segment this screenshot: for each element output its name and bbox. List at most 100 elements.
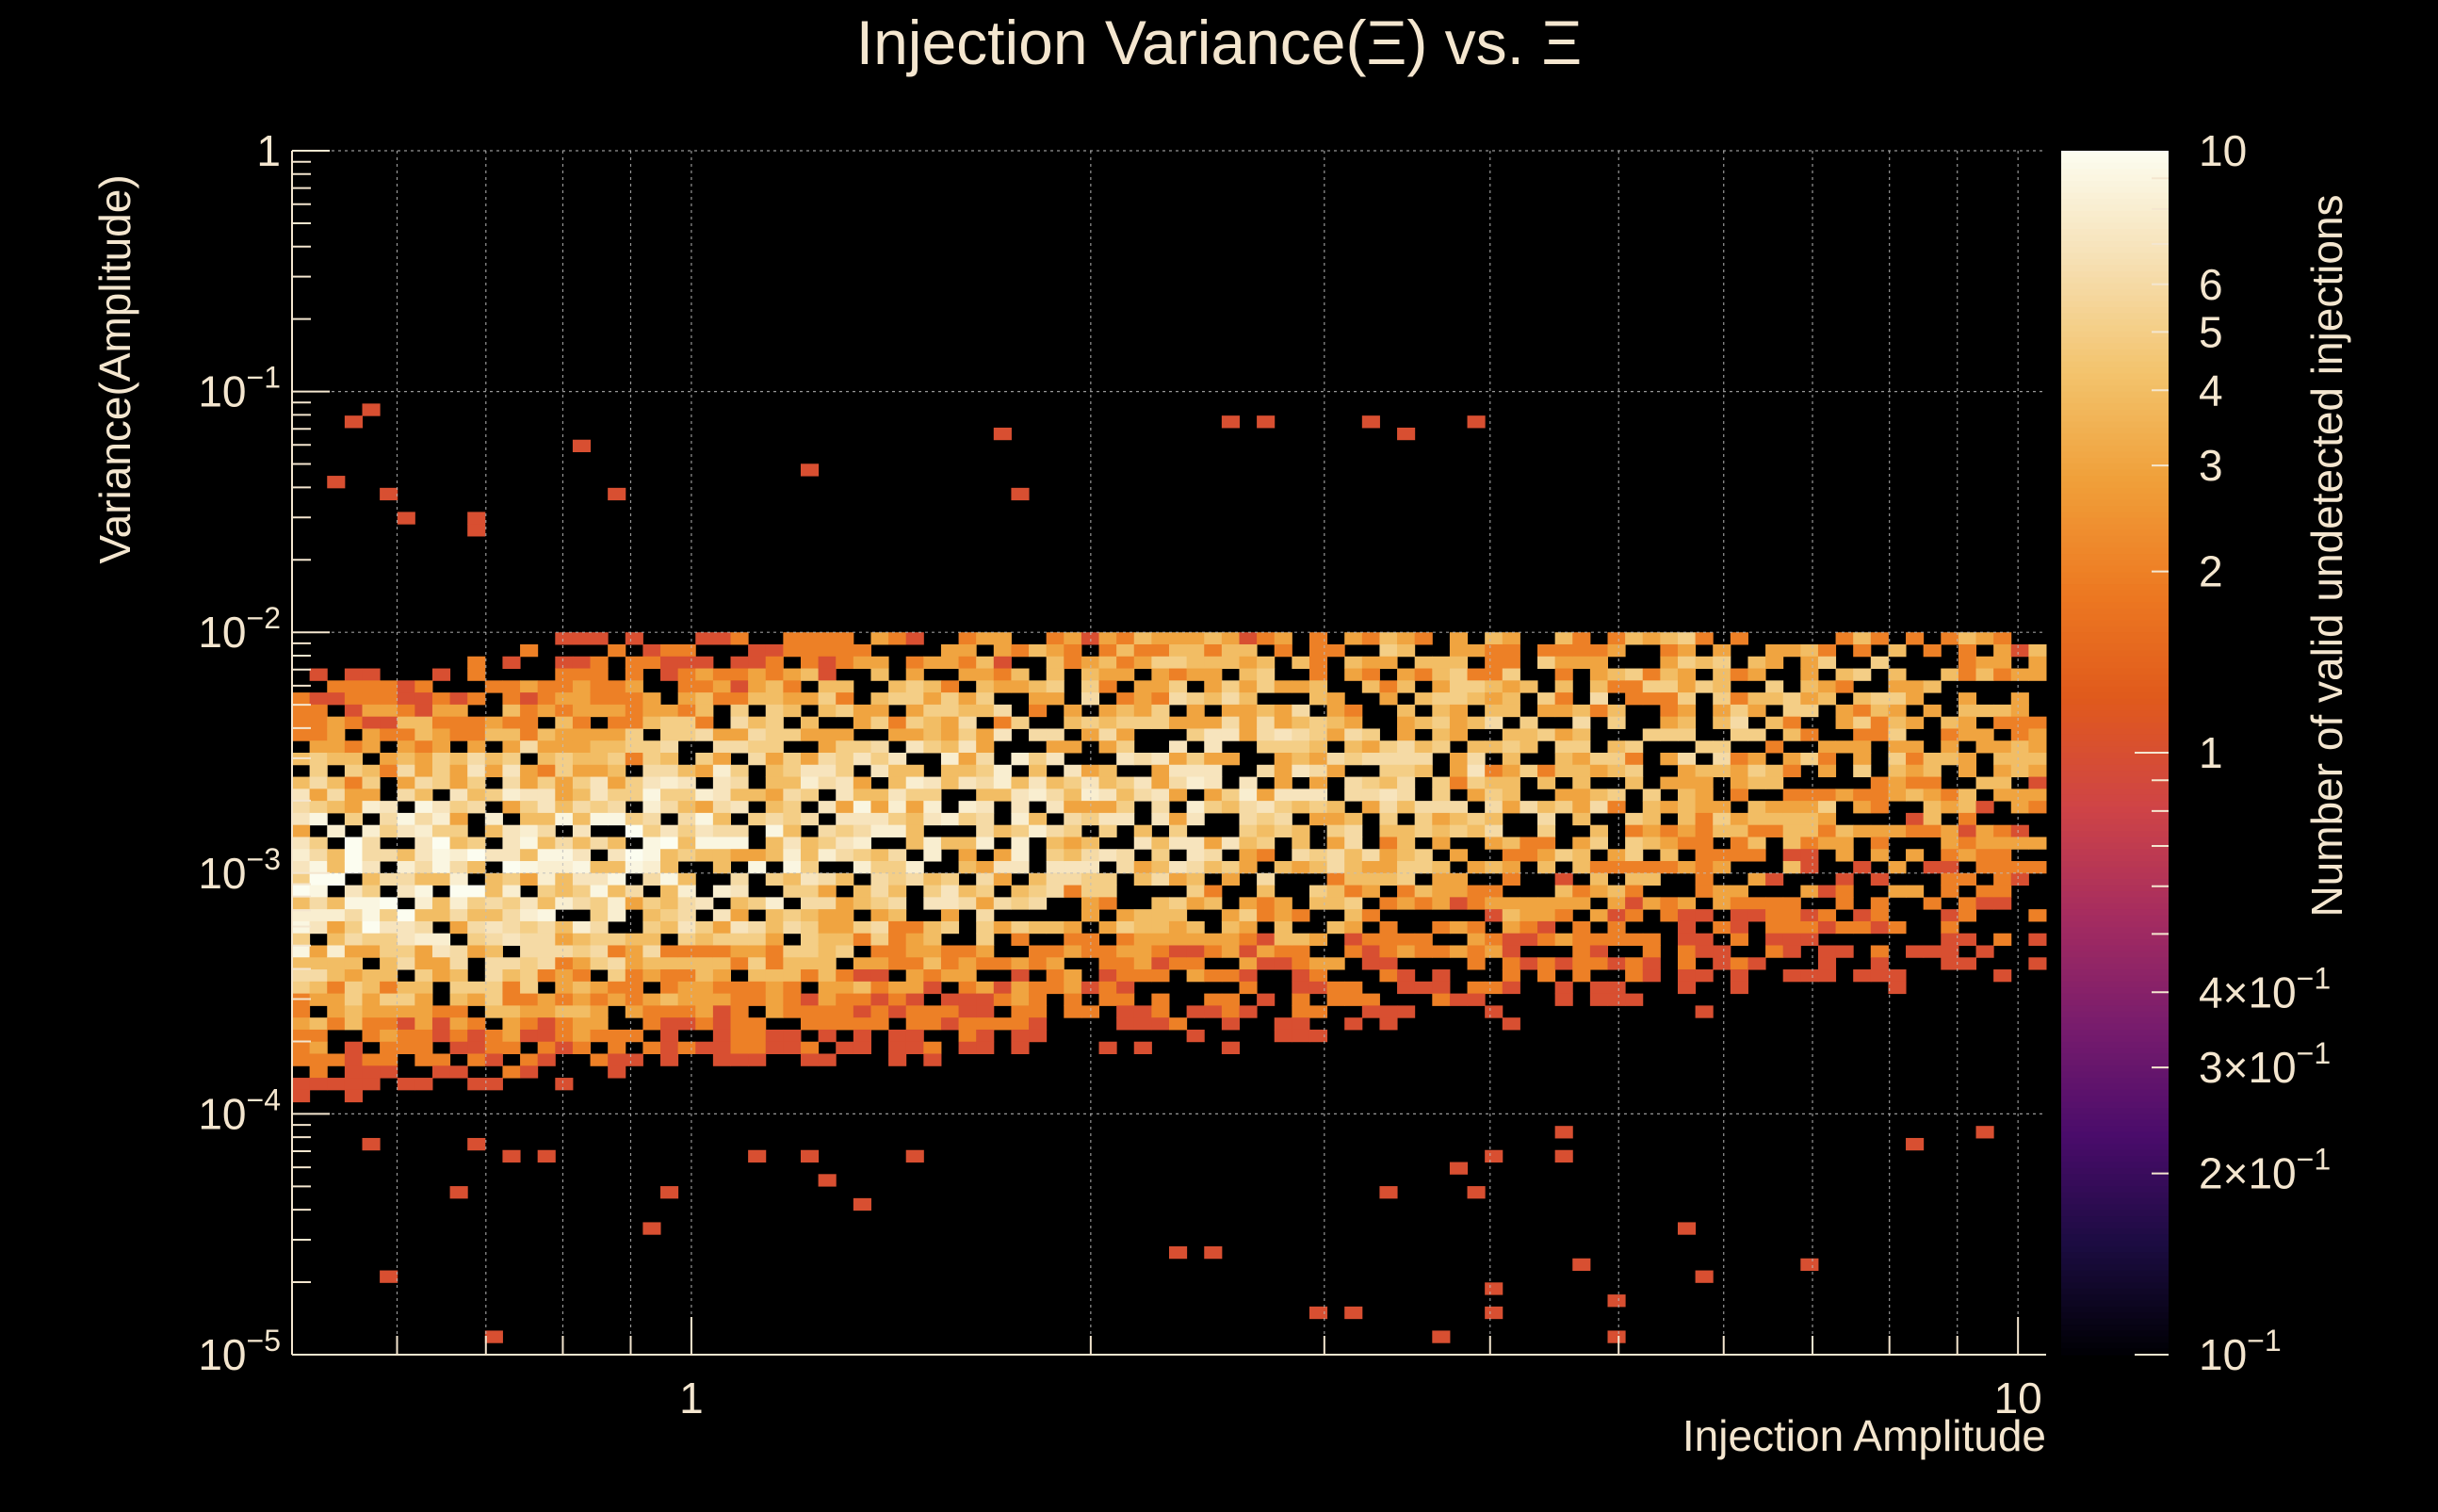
- heatmap-cell: [502, 789, 521, 802]
- heatmap-cell: [1221, 861, 1240, 874]
- heatmap-cell: [467, 524, 486, 537]
- heatmap-cell: [1485, 789, 1503, 802]
- heatmap-cell: [625, 776, 643, 789]
- colorbar-tick-label: 3×10−1: [2199, 1036, 2331, 1092]
- heatmap-cell: [1485, 704, 1503, 718]
- heatmap-cell: [2028, 933, 2047, 946]
- heatmap-cell: [1677, 933, 1697, 946]
- heatmap-cell: [1414, 981, 1433, 995]
- heatmap-cell: [853, 801, 871, 814]
- heatmap-cell: [870, 740, 889, 754]
- heatmap-cell: [1029, 1017, 1048, 1031]
- heatmap-cell: [923, 680, 942, 693]
- heatmap-cell: [783, 969, 802, 983]
- heatmap-cell: [1414, 933, 1433, 946]
- heatmap-cell: [590, 1017, 609, 1031]
- heatmap-cell: [1520, 920, 1538, 935]
- heatmap-cell: [1730, 692, 1748, 706]
- heatmap-cell: [1554, 1149, 1573, 1163]
- heatmap-cell: [1502, 776, 1520, 789]
- heatmap-cell: [1713, 643, 1731, 658]
- heatmap-cell: [905, 1029, 924, 1043]
- heatmap-cell: [783, 632, 802, 645]
- heatmap-cell: [853, 849, 871, 862]
- colorbar-segment: [2061, 1137, 2169, 1145]
- heatmap-cell: [467, 692, 486, 706]
- heatmap-cell: [1308, 789, 1328, 802]
- heatmap-cell: [1116, 704, 1135, 718]
- heatmap-cell: [940, 909, 960, 922]
- heatmap-cell: [1151, 849, 1170, 862]
- heatmap-cell: [2028, 764, 2047, 778]
- heatmap-cell: [431, 969, 451, 983]
- heatmap-cell: [292, 812, 311, 826]
- heatmap-cell: [344, 740, 363, 754]
- colorbar-segment: [2061, 849, 2169, 856]
- heatmap-cell: [555, 789, 574, 802]
- heatmap-cell: [1589, 656, 1608, 670]
- heatmap-cell: [1625, 969, 1644, 983]
- colorbar-tick-label: 10−1: [2199, 1324, 2282, 1379]
- heatmap-cell: [555, 764, 574, 778]
- heatmap-cell: [344, 920, 363, 935]
- heatmap-cell: [783, 764, 802, 778]
- heatmap-cell: [1765, 920, 1784, 935]
- heatmap-cell: [1169, 909, 1188, 922]
- colorbar-segment: [2061, 704, 2169, 711]
- colorbar-segment: [2061, 343, 2169, 350]
- heatmap-cell: [414, 776, 433, 789]
- heatmap-cell: [976, 897, 995, 910]
- heatmap-cell: [818, 728, 837, 741]
- heatmap-cell: [292, 1017, 311, 1031]
- heatmap-cell: [1379, 692, 1398, 706]
- colorbar-segment: [2061, 512, 2169, 519]
- heatmap-cell: [1870, 824, 1889, 837]
- heatmap-cell: [695, 812, 714, 826]
- heatmap-cell: [993, 704, 1012, 718]
- heatmap-cell: [1116, 812, 1135, 826]
- heatmap-cell: [1432, 704, 1451, 718]
- heatmap-cell: [1817, 969, 1837, 983]
- heatmap-cell: [888, 872, 907, 886]
- heatmap-cell: [344, 668, 363, 681]
- heatmap-cell: [1888, 716, 1907, 729]
- heatmap-cell: [1414, 897, 1433, 910]
- heatmap-cell: [1695, 632, 1714, 645]
- heatmap-cell: [344, 1078, 363, 1091]
- heatmap-cell: [1607, 1330, 1626, 1343]
- heatmap-cell: [783, 801, 802, 814]
- heatmap-cell: [1888, 643, 1907, 658]
- heatmap-cell: [1221, 801, 1240, 814]
- heatmap-cell: [695, 1041, 714, 1054]
- heatmap-cell: [1485, 801, 1503, 814]
- heatmap-cell: [765, 920, 784, 935]
- heatmap-cell: [431, 945, 451, 958]
- heatmap-cell: [537, 789, 556, 802]
- heatmap-cell: [380, 824, 398, 837]
- colorbar-tick-label: 5: [2199, 307, 2223, 356]
- heatmap-cell: [1695, 740, 1714, 754]
- heatmap-cell: [923, 716, 942, 729]
- heatmap-cell: [1098, 776, 1117, 789]
- heatmap-cell: [1625, 812, 1644, 826]
- colorbar-segment: [2061, 632, 2169, 640]
- heatmap-cell: [2028, 656, 2047, 670]
- heatmap-cell: [695, 849, 714, 862]
- heatmap-cell: [590, 680, 609, 693]
- heatmap-cell: [1064, 993, 1082, 1006]
- y-tick-label: 10−4: [198, 1082, 281, 1138]
- colorbar-tick-label: 3: [2199, 441, 2223, 490]
- heatmap-cell: [1169, 812, 1188, 826]
- heatmap-cell: [1835, 849, 1854, 862]
- heatmap-cell: [1677, 716, 1697, 729]
- heatmap-cell: [1713, 753, 1731, 766]
- heatmap-cell: [1151, 897, 1170, 910]
- colorbar-segment: [2061, 1065, 2169, 1073]
- heatmap-cell: [1537, 897, 1556, 910]
- heatmap-cell: [1993, 643, 2012, 658]
- heatmap-cell: [590, 789, 609, 802]
- heatmap-cell: [800, 656, 820, 670]
- heatmap-cell: [1941, 837, 1959, 850]
- heatmap-cell: [467, 764, 486, 778]
- heatmap-cell: [1257, 415, 1276, 429]
